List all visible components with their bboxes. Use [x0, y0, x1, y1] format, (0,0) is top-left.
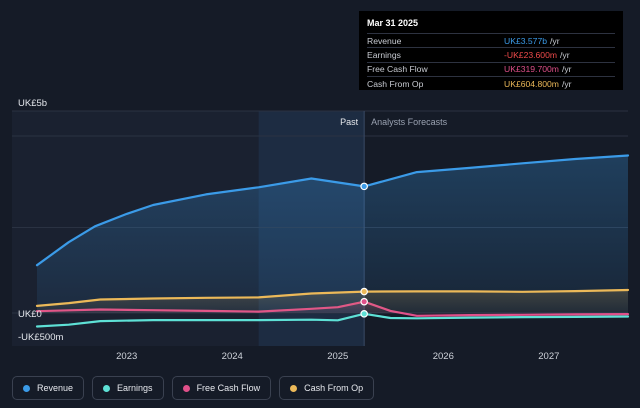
y-label-zero: UK£0 — [18, 309, 42, 320]
x-tick-2027: 2027 — [538, 351, 559, 362]
x-tick-2026: 2026 — [433, 351, 454, 362]
series-line-revenue — [35, 154, 630, 267]
tooltip-fcf-name: Free Cash Flow — [367, 64, 428, 75]
tooltip-fcf-unit: /yr — [561, 64, 572, 75]
y-label-top: UK£5b — [18, 98, 47, 109]
legend: Revenue Earnings Free Cash Flow Cash Fro… — [12, 376, 375, 400]
tooltip-revenue-unit: /yr — [550, 35, 560, 46]
legend-label-cash-from-op: Cash From Op — [304, 383, 364, 393]
tooltip-revenue-name: Revenue — [367, 35, 402, 46]
series-area-cash-from-op — [37, 290, 628, 313]
y-label-bottom: -UK£500m — [18, 332, 63, 343]
marker-free-cash-flow — [360, 297, 368, 306]
tooltip-cfo-name: Cash From Op — [367, 78, 424, 89]
tooltip-row-earnings: Earnings -UK£23.600m /yr — [367, 47, 615, 61]
label-past: Past — [340, 117, 359, 127]
series-line-earnings — [35, 312, 630, 328]
series-line-cash-from-op — [35, 288, 630, 307]
legend-label-earnings: Earnings — [117, 383, 153, 393]
x-tick-2023: 2023 — [116, 351, 137, 362]
legend-item-earnings[interactable]: Earnings — [92, 376, 164, 400]
legend-label-revenue: Revenue — [37, 383, 74, 393]
tooltip-row-revenue: Revenue UK£3.577b /yr — [367, 33, 615, 47]
legend-item-revenue[interactable]: Revenue — [12, 376, 85, 400]
marker-revenue — [360, 182, 368, 191]
marker-earnings — [360, 310, 368, 318]
tooltip-revenue-value: UK£3.577b — [504, 35, 548, 46]
series-area-revenue — [37, 155, 628, 313]
tooltip-fcf-value: UK£319.700m — [504, 64, 559, 75]
legend-item-free-cash-flow[interactable]: Free Cash Flow — [171, 376, 272, 400]
tooltip-row-free-cash-flow: Free Cash Flow UK£319.700m /yr — [367, 61, 615, 76]
tooltip-earnings-unit: /yr — [560, 50, 570, 61]
tooltip-row-cash-from-op: Cash From Op UK£604.800m /yr — [367, 76, 615, 90]
tooltip-earnings-name: Earnings — [367, 50, 401, 61]
tooltip-cfo-unit: /yr — [561, 78, 572, 89]
tooltip-earnings-value: -UK£23.600m — [504, 50, 558, 61]
legend-label-free-cash-flow: Free Cash Flow — [196, 383, 261, 393]
marker-cash-from-op — [360, 287, 368, 296]
legend-dot-earnings — [103, 384, 111, 392]
legend-item-cash-from-op[interactable]: Cash From Op — [279, 376, 375, 400]
x-tick-2025: 2025 — [327, 351, 348, 362]
tooltip-cfo-value: UK£604.800m — [504, 78, 559, 89]
legend-dot-free-cash-flow — [182, 384, 190, 392]
tooltip-date: Mar 31 2025 — [367, 18, 419, 28]
tooltip: Mar 31 2025 Revenue UK£3.577b /yr Earnin… — [359, 11, 623, 90]
x-tick-2024: 2024 — [222, 351, 243, 362]
label-forecast: Analysts Forecasts — [371, 117, 448, 127]
legend-dot-cash-from-op — [290, 384, 298, 392]
legend-dot-revenue — [23, 384, 30, 392]
